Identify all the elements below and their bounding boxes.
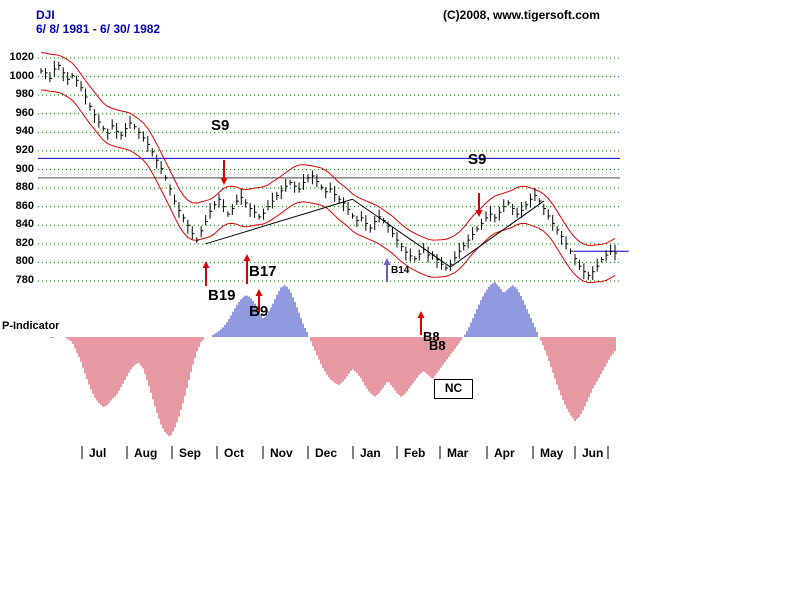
signal-arrow-head bbox=[475, 210, 483, 217]
price-band-lower bbox=[40, 89, 616, 284]
trendline bbox=[352, 198, 451, 268]
signal-arrow-head bbox=[220, 178, 228, 185]
signal-arrow-head bbox=[417, 311, 425, 318]
signal-arrow-head bbox=[255, 289, 263, 296]
trendline bbox=[205, 198, 353, 245]
signal-arrow-head bbox=[202, 261, 210, 268]
signal-arrow-head bbox=[383, 258, 391, 265]
trendline bbox=[450, 200, 545, 268]
price-band-upper bbox=[40, 52, 616, 246]
signal-arrow-head bbox=[243, 254, 251, 261]
